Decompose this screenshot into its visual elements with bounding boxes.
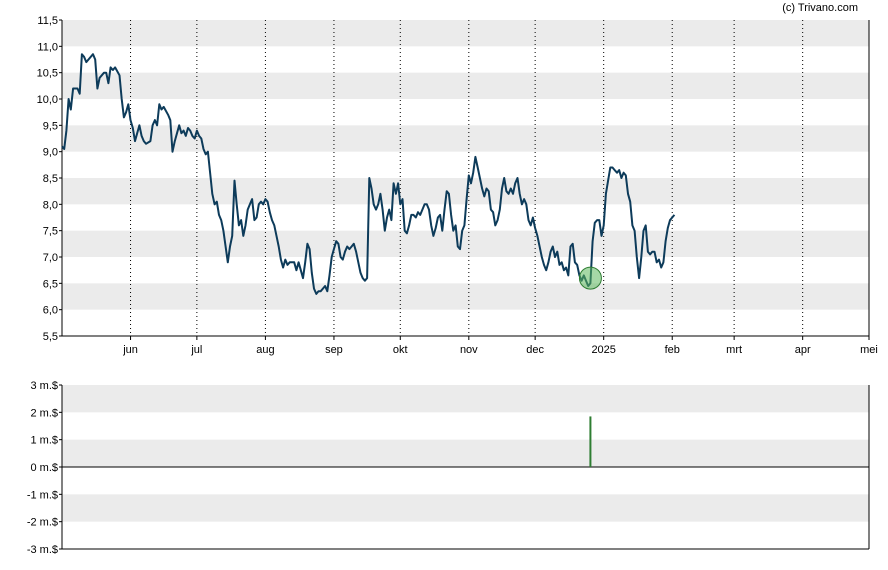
price-x-tick-label: jul	[190, 344, 202, 356]
price-band	[62, 20, 869, 47]
price-band	[62, 72, 869, 99]
volume-y-tick-label: -2 m.$	[27, 517, 58, 529]
price-x-tick-label: nov	[460, 344, 478, 356]
price-x-tick-label: jun	[122, 344, 138, 356]
price-y-tick-label: 11,0	[37, 41, 58, 53]
volume-y-tick-label: 2 m.$	[30, 407, 58, 419]
volume-panel: -3 m.$ -2 m.$ -1 m.$ 0 m.$ 1 m.$ 2 m.$ 3 m.$	[27, 380, 870, 556]
volume-y-tick-label: 3 m.$	[30, 380, 58, 392]
price-y-tick-label: 8,0	[43, 199, 58, 211]
price-y-tick-label: 9,0	[43, 147, 58, 159]
price-y-tick-label: 11,5	[37, 15, 58, 27]
price-y-tick-label: 7,0	[43, 252, 58, 264]
price-x-tick-label: sep	[325, 344, 343, 356]
price-x-tick-label: mrt	[726, 344, 742, 356]
volume-y-tick-label: -1 m.$	[27, 489, 58, 501]
price-x-tick-label: feb	[665, 344, 680, 356]
price-panel: 5,5 6,0 6,5 7,0 7,5 8,0 8,5 9,0 9,5 10,0 10,5 11,0 1…	[37, 15, 878, 356]
price-band	[62, 283, 869, 310]
credit-label: (c) Trivano.com	[782, 2, 858, 14]
price-y-tick-label: 6,5	[43, 278, 58, 290]
price-y-tick-label: 7,5	[43, 226, 58, 238]
volume-y-tick-label: -3 m.$	[27, 544, 58, 556]
price-y-tick-label: 6,0	[43, 305, 58, 317]
price-x-tick-label: apr	[795, 344, 811, 356]
volume-band	[62, 494, 869, 522]
price-y-tick-label: 10,0	[37, 94, 58, 106]
volume-y-tick-label: 1 m.$	[30, 435, 58, 447]
price-x-tick-label: okt	[393, 344, 408, 356]
price-y-tick-label: 9,5	[43, 120, 58, 132]
volume-y-tick-label: 0 m.$	[30, 462, 58, 474]
price-band	[62, 230, 869, 257]
event-marker	[578, 266, 602, 290]
price-x-tick-label: mei	[860, 344, 878, 356]
volume-band	[62, 439, 869, 467]
price-x-tick-label: dec	[526, 344, 544, 356]
price-y-tick-label: 8,5	[43, 173, 58, 185]
price-band	[62, 125, 869, 152]
price-line	[61, 53, 676, 295]
price-band	[62, 178, 869, 205]
price-x-tick-label: 2025	[591, 344, 615, 356]
volume-band	[62, 385, 869, 413]
price-x-tick-label: aug	[256, 344, 274, 356]
price-y-tick-label: 10,5	[37, 68, 58, 80]
price-y-tick-label: 5,5	[43, 331, 58, 343]
